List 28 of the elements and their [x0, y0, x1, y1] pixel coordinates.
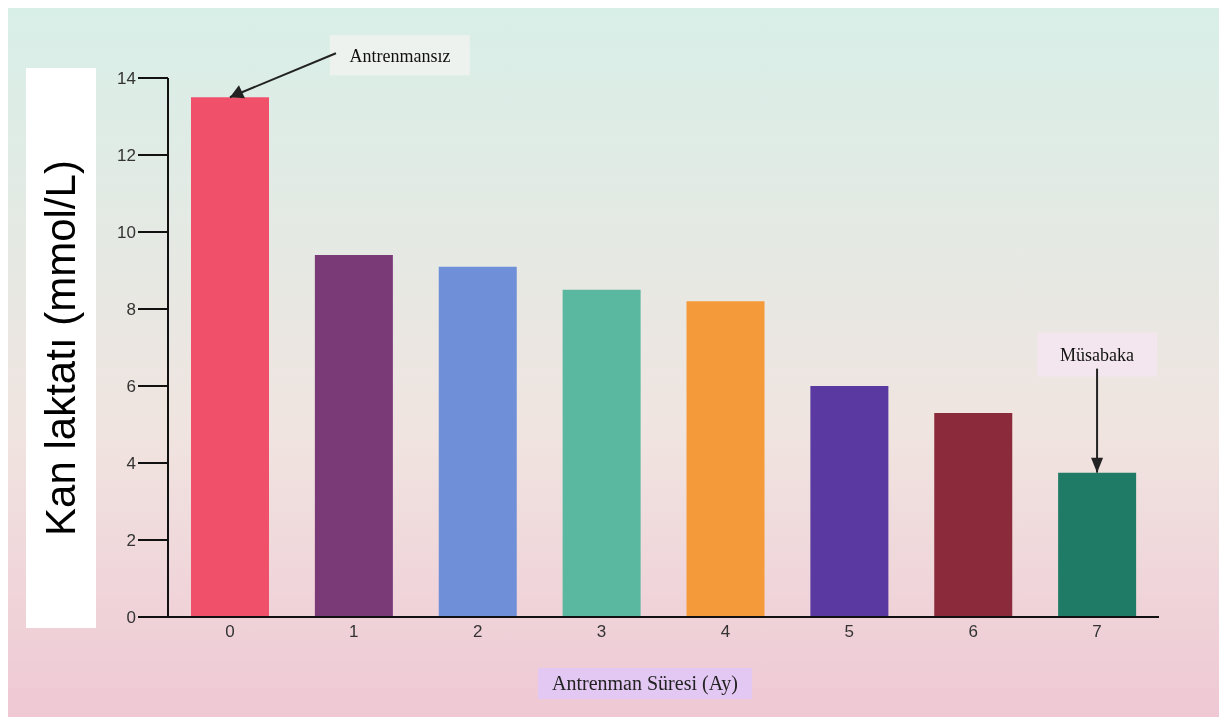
x-tick-label: 4: [720, 622, 731, 642]
bar: [438, 266, 517, 617]
x-tick-label: 3: [596, 622, 607, 642]
x-tick-label: 6: [968, 622, 978, 642]
bar: [934, 412, 1013, 617]
y-tick-label: 12: [117, 146, 136, 166]
y-tick-label: 4: [126, 454, 136, 474]
bar: [562, 289, 641, 617]
y-tick-label: 10: [117, 223, 136, 243]
x-axis-title: Antrenman Süresi (Ay): [538, 668, 752, 699]
x-tick-label: 1: [349, 622, 359, 642]
bar: [191, 97, 269, 617]
annotation: Müsabaka: [1060, 344, 1135, 365]
bar: [686, 301, 765, 617]
annotation: Antrenmansız: [349, 46, 451, 67]
y-axis-title: Kan laktatı (mmol/L): [37, 160, 85, 536]
x-tick-label: 7: [1092, 622, 1102, 642]
x-tick-label: 2: [472, 622, 483, 642]
bar: [314, 255, 393, 617]
y-tick-label: 0: [126, 608, 136, 628]
y-tick-label: 14: [117, 69, 136, 89]
x-tick-label: 0: [225, 622, 235, 642]
y-tick-label: 6: [126, 377, 136, 397]
y-tick-label: 2: [126, 531, 136, 551]
bar: [810, 386, 889, 617]
bar: [1058, 472, 1137, 617]
y-tick-label: 8: [126, 300, 136, 320]
x-tick-label: 5: [844, 622, 855, 642]
